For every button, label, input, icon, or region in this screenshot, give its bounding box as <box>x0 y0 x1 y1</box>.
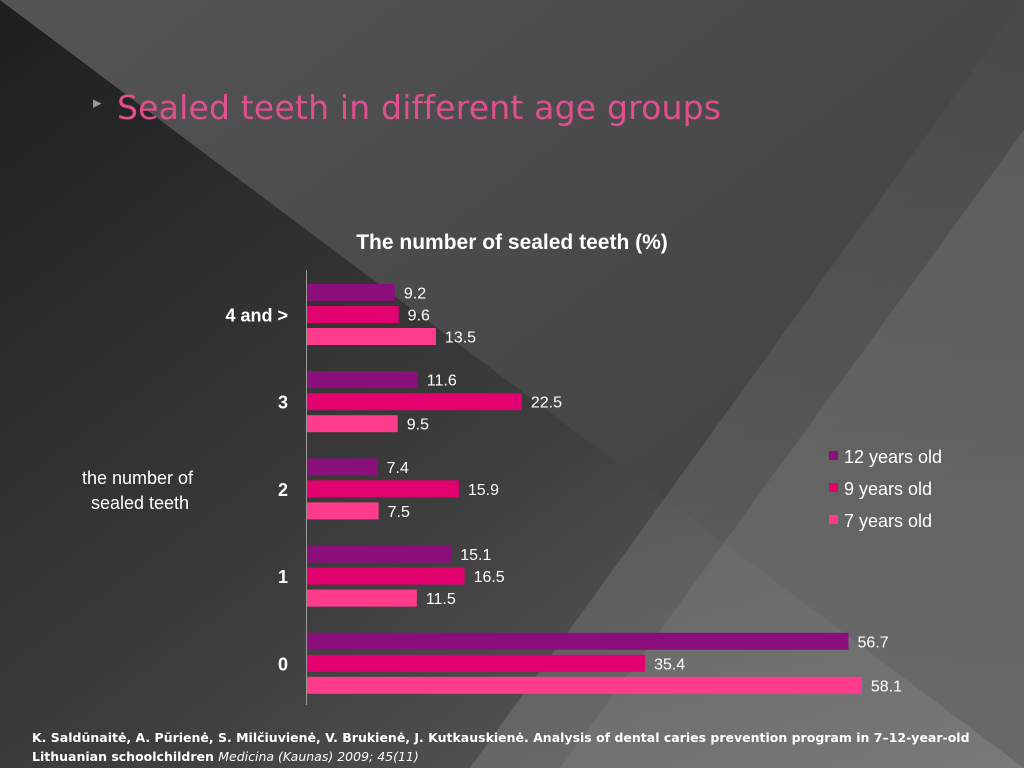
data-label: 7.4 <box>387 460 409 477</box>
category-label: 2 <box>278 480 288 500</box>
data-label: 15.1 <box>460 547 491 564</box>
data-label: 58.1 <box>871 678 902 695</box>
category-label: 1 <box>278 567 288 587</box>
triangle-right-icon: ▸ <box>93 93 102 113</box>
legend-label: 9 years old <box>844 479 932 499</box>
bar <box>307 654 646 672</box>
data-label: 35.4 <box>654 656 685 673</box>
bar <box>307 480 459 498</box>
legend: 12 years old 9 years old 7 years old <box>829 447 942 531</box>
bar <box>307 415 398 433</box>
citation-text: K. Saldūnaitė, A. Pūrienė, S. Milčiuvien… <box>32 730 970 764</box>
bar <box>307 306 399 323</box>
legend-label: 12 years old <box>844 447 942 467</box>
bar <box>307 567 465 585</box>
data-label: 16.5 <box>474 569 505 586</box>
bar <box>307 632 849 650</box>
slide-title: Sealed teeth in different age groups <box>117 88 722 127</box>
category-label: 4 and > <box>225 306 288 326</box>
data-label: 22.5 <box>531 395 562 412</box>
category-label: 3 <box>278 393 288 413</box>
citation-journal: Medicina (Kaunas) 2009; 45(11) <box>218 749 419 764</box>
legend-swatch <box>829 515 838 524</box>
legend-swatch <box>829 451 838 460</box>
data-label: 9.6 <box>408 308 430 325</box>
category-label: 0 <box>278 654 288 674</box>
bar <box>307 545 452 563</box>
data-label: 9.2 <box>404 286 426 303</box>
bar <box>307 676 862 694</box>
citation-footer: K. Saldūnaitė, A. Pūrienė, S. Milčiuvien… <box>32 728 1022 766</box>
legend-swatch <box>829 483 838 492</box>
data-label: 9.5 <box>407 417 429 434</box>
bars-group: 4 and > 9.2 9.6 13.5 3 11.6 22.5 9.5 2 7.4 15.9 7.5… <box>225 284 902 695</box>
data-label: 56.7 <box>857 634 888 651</box>
bar <box>307 502 379 520</box>
bar <box>307 371 418 389</box>
data-label: 7.5 <box>388 504 410 521</box>
data-label: 11.6 <box>427 373 457 390</box>
data-label: 11.5 <box>426 591 456 608</box>
bar <box>307 589 417 607</box>
data-label: 13.5 <box>445 330 476 347</box>
chart-title: The number of sealed teeth (%) <box>356 231 668 254</box>
bar <box>307 458 378 476</box>
bar <box>307 284 395 301</box>
legend-label: 7 years old <box>844 511 932 531</box>
bar <box>307 393 522 411</box>
data-label: 15.9 <box>468 482 499 499</box>
y-axis-title: the number of sealed teeth <box>82 468 198 513</box>
bar <box>307 328 436 345</box>
